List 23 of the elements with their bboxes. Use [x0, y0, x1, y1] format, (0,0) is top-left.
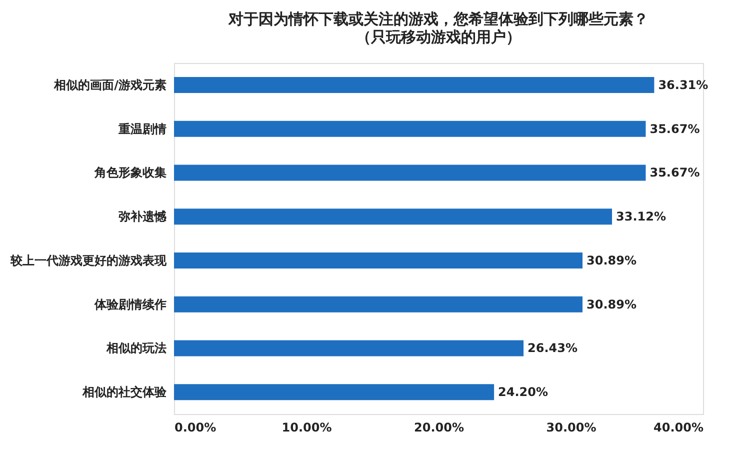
- chart-title: 对于因为情怀下载或关注的游戏，您希望体验到下列哪些元素？: [228, 10, 648, 28]
- y-tick-label: 相似的玩法: [106, 341, 166, 356]
- y-tick-label: 体验剧情续作: [94, 297, 166, 312]
- y-tick-label: 较上一代游戏更好的游戏表现: [10, 253, 168, 268]
- data-label: 35.67%: [650, 122, 700, 136]
- data-label: 24.20%: [498, 385, 548, 400]
- y-tick-label: 角色形象收集: [94, 166, 166, 180]
- data-label: 33.12%: [616, 210, 666, 224]
- y-tick-label: 相似的社交体验: [82, 385, 168, 400]
- x-tick-label: 40.00%: [654, 420, 704, 434]
- x-tick-label: 30.00%: [546, 420, 596, 434]
- y-tick-label: 相似的画面/游戏元素: [53, 78, 166, 92]
- data-label: 26.43%: [528, 341, 578, 356]
- x-tick-label: 0.00%: [174, 420, 216, 434]
- data-label: 35.67%: [650, 166, 700, 180]
- data-label: 36.31%: [658, 78, 708, 92]
- y-tick-label: 重温剧情: [118, 122, 166, 136]
- y-tick-label: 弥补遗憾: [118, 210, 166, 224]
- x-tick-label: 20.00%: [414, 420, 464, 434]
- chart-subtitle: （只玩移动游戏的用户）: [356, 28, 521, 46]
- x-tick-label: 10.00%: [282, 420, 332, 434]
- data-label: 30.89%: [586, 253, 637, 268]
- data-label: 30.89%: [586, 297, 637, 312]
